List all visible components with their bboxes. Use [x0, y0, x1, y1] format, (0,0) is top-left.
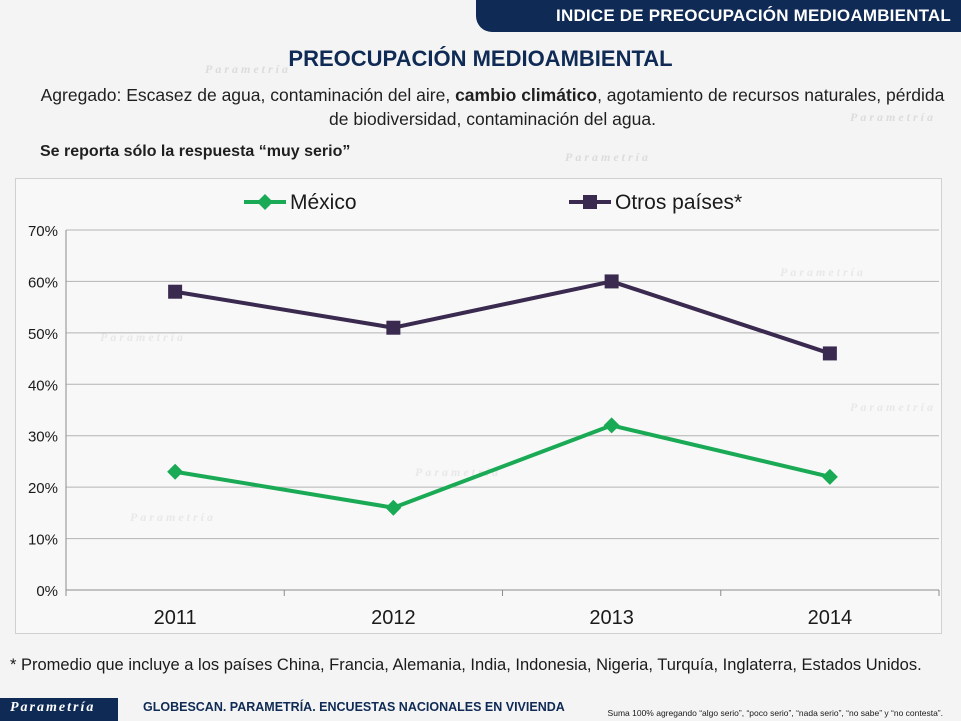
- line-chart: 0% 10% 20% 30% 40% 50% 60% 70% 2011 2012 2013 2014 M…: [28, 191, 940, 629]
- header-banner: INDICE DE PREOCUPACIÓN MEDIOAMBIENTAL: [476, 0, 961, 32]
- watermark-1: Parametría: [205, 62, 291, 76]
- watermark-4: Parametría: [100, 330, 186, 344]
- y-tick-label: 60%: [28, 274, 58, 291]
- x-tick-label: 2011: [154, 607, 197, 629]
- y-tick-label: 50%: [28, 326, 58, 343]
- x-tick-label: 2012: [371, 607, 416, 629]
- x-tick-label: 2013: [589, 607, 634, 629]
- y-tick-label: 70%: [28, 223, 58, 240]
- data-point-diamond: [167, 463, 184, 480]
- data-point-square: [168, 284, 183, 299]
- logo-text: Parametría: [10, 700, 96, 715]
- legend-label-1: Otros países*: [615, 191, 742, 214]
- response-note: Se reporta sólo la respuesta “muy serio”: [40, 143, 351, 160]
- legend-label-0: México: [290, 191, 357, 214]
- banner-text: INDICE DE PREOCUPACIÓN MEDIOAMBIENTAL: [556, 6, 951, 25]
- data-point-diamond: [821, 468, 838, 485]
- legend-marker-0: [257, 194, 273, 210]
- parametria-logo: Parametría: [0, 698, 118, 721]
- source-label: GLOBESCAN. PARAMETRÍA. ENCUESTAS NACIONA…: [143, 700, 565, 714]
- subtitle-part1: Agregado: Escasez de agua, contaminación…: [40, 85, 456, 105]
- data-point-square: [386, 320, 401, 335]
- data-point-diamond: [603, 417, 620, 434]
- y-tick-label: 30%: [28, 429, 58, 446]
- data-point-square: [822, 346, 837, 361]
- legend-marker-1: [583, 195, 597, 209]
- series-line-1: [174, 279, 831, 356]
- watermark-6: Parametría: [130, 510, 216, 524]
- y-tick-label: 40%: [28, 377, 58, 394]
- watermark-5: Parametría: [780, 265, 866, 279]
- footnote: * Promedio que incluye a los países Chin…: [10, 656, 922, 674]
- data-point-diamond: [385, 499, 402, 516]
- watermark-3: Parametría: [850, 110, 936, 124]
- chart-area: 0% 10% 20% 30% 40% 50% 60% 70% 2011 2012 2013 2014 M…: [15, 178, 942, 634]
- subtitle-part2: , agotamiento de recursos naturales, pér…: [329, 85, 945, 129]
- watermark-8: Parametría: [850, 400, 936, 414]
- y-tick-label: 10%: [28, 532, 58, 549]
- x-tick-label: 2014: [808, 607, 853, 629]
- page-title: PREOCUPACIÓN MEDIOAMBIENTAL: [288, 46, 673, 71]
- y-tick-label: 0%: [36, 583, 58, 600]
- data-point-square: [604, 274, 619, 289]
- sum-note: Suma 100% agregando “algo serio”, “poco …: [607, 708, 943, 718]
- watermark-2: Parametría: [565, 150, 651, 164]
- page-subtitle: Agregado: Escasez de agua, contaminación…: [30, 83, 955, 131]
- subtitle-bold: cambio climático: [455, 85, 598, 105]
- series-line-0: [174, 423, 831, 510]
- y-tick-label: 20%: [28, 480, 58, 497]
